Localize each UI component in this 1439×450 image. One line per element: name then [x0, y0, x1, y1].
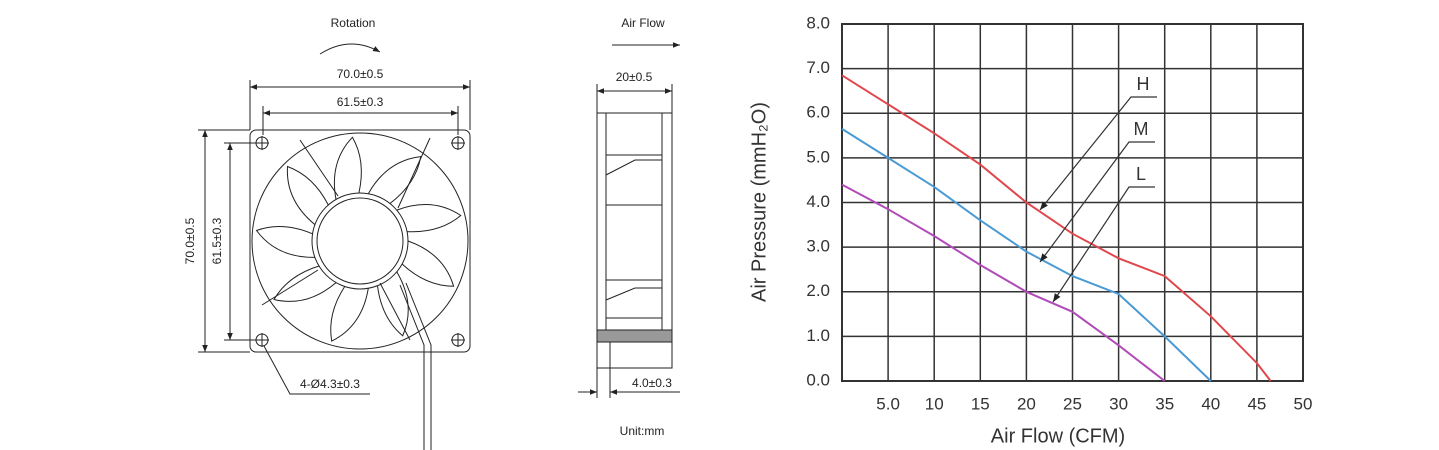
x-tick-label: 25: [1063, 394, 1082, 413]
fan-blade: [255, 226, 315, 258]
side-view: Air Flow 20±0.5 4.0±0.3 Unit:mm: [578, 16, 680, 438]
dim-label: 4-Ø4.3±0.3: [300, 377, 360, 391]
y-tick-label: 7.0: [806, 58, 830, 77]
y-tick-label: 6.0: [806, 103, 830, 122]
fan-blades: [255, 136, 462, 342]
x-tick-label: 45: [1247, 394, 1266, 413]
fan-blade: [401, 240, 455, 287]
series-label: M: [1134, 119, 1149, 139]
dim-label: 70.0±0.5: [337, 67, 384, 81]
fan-ring: [251, 132, 469, 350]
x-tick-label: 10: [925, 394, 944, 413]
x-tick-label: 15: [971, 394, 990, 413]
fan-side: [596, 112, 673, 369]
y-tick-label: 5.0: [806, 147, 830, 166]
fan-blade: [377, 271, 409, 337]
fan-blade: [396, 204, 462, 233]
chart: Air Flow (CFM) Air Pressure (mmH₂O) 0.0 1…: [748, 13, 1312, 447]
x-tick-label: 50: [1294, 394, 1313, 413]
flange: [596, 329, 673, 343]
x-tick-label: 20: [1017, 394, 1036, 413]
dim-label: 61.5±0.3: [337, 95, 384, 109]
airflow-label: Air Flow: [621, 16, 665, 30]
fan-blade: [333, 136, 362, 200]
rotation-arrow: [319, 43, 381, 55]
fan-side-detail: [605, 113, 663, 330]
y-tick-label: 8.0: [806, 13, 830, 32]
x-tick-label: 30: [1109, 394, 1128, 413]
y-tick-label: 3.0: [806, 237, 830, 256]
fan-frame: [249, 129, 471, 353]
data-line: [841, 183, 1166, 382]
x-tick-label: 40: [1201, 394, 1220, 413]
x-tick-label: 5.0: [876, 394, 900, 413]
label-leader: [1039, 96, 1157, 211]
rotation-label: Rotation: [331, 16, 376, 30]
dim-label: 61.5±0.3: [210, 217, 224, 264]
series-label: L: [1136, 164, 1146, 184]
data-line: [841, 74, 1272, 382]
x-axis-label: Air Flow (CFM): [991, 425, 1125, 447]
extension-lines: [596, 84, 673, 113]
y-axis-label: Air Pressure (mmH₂O): [748, 102, 770, 302]
label-leader: [1039, 141, 1155, 263]
unit-label: Unit:mm: [620, 424, 665, 438]
dim-label: 20±0.5: [616, 70, 653, 84]
y-tick-label: 0.0: [806, 370, 830, 389]
dim-label: 70.0±0.5: [183, 217, 197, 264]
fan-blade: [286, 165, 329, 225]
fan-blade: [330, 286, 369, 342]
y-tick-label: 2.0: [806, 281, 830, 300]
fan-blade: [367, 156, 422, 204]
series-label: H: [1137, 74, 1150, 94]
label-leader: [1052, 186, 1155, 303]
mount-holes: [255, 136, 465, 347]
y-tick-label: 4.0: [806, 192, 830, 211]
fan-blade: [273, 265, 337, 302]
shape: [255, 136, 465, 347]
fan-cable: [399, 282, 432, 450]
extension-lines: [596, 342, 611, 398]
y-tick-label: 1.0: [806, 326, 830, 345]
leader-line: [263, 345, 370, 395]
data-line: [841, 128, 1212, 382]
extension-lines: [198, 129, 256, 353]
dim-label: 4.0±0.3: [632, 376, 672, 390]
fan-hub-inner: [316, 197, 404, 285]
fan-hub: [311, 192, 409, 290]
front-view: Rotation 70.0±0.5 61.5±0.3 70.0±0.5 61.5…: [183, 16, 471, 450]
extension-lines: [249, 80, 471, 135]
x-tick-label: 35: [1155, 394, 1174, 413]
fan-struts: [261, 137, 431, 341]
